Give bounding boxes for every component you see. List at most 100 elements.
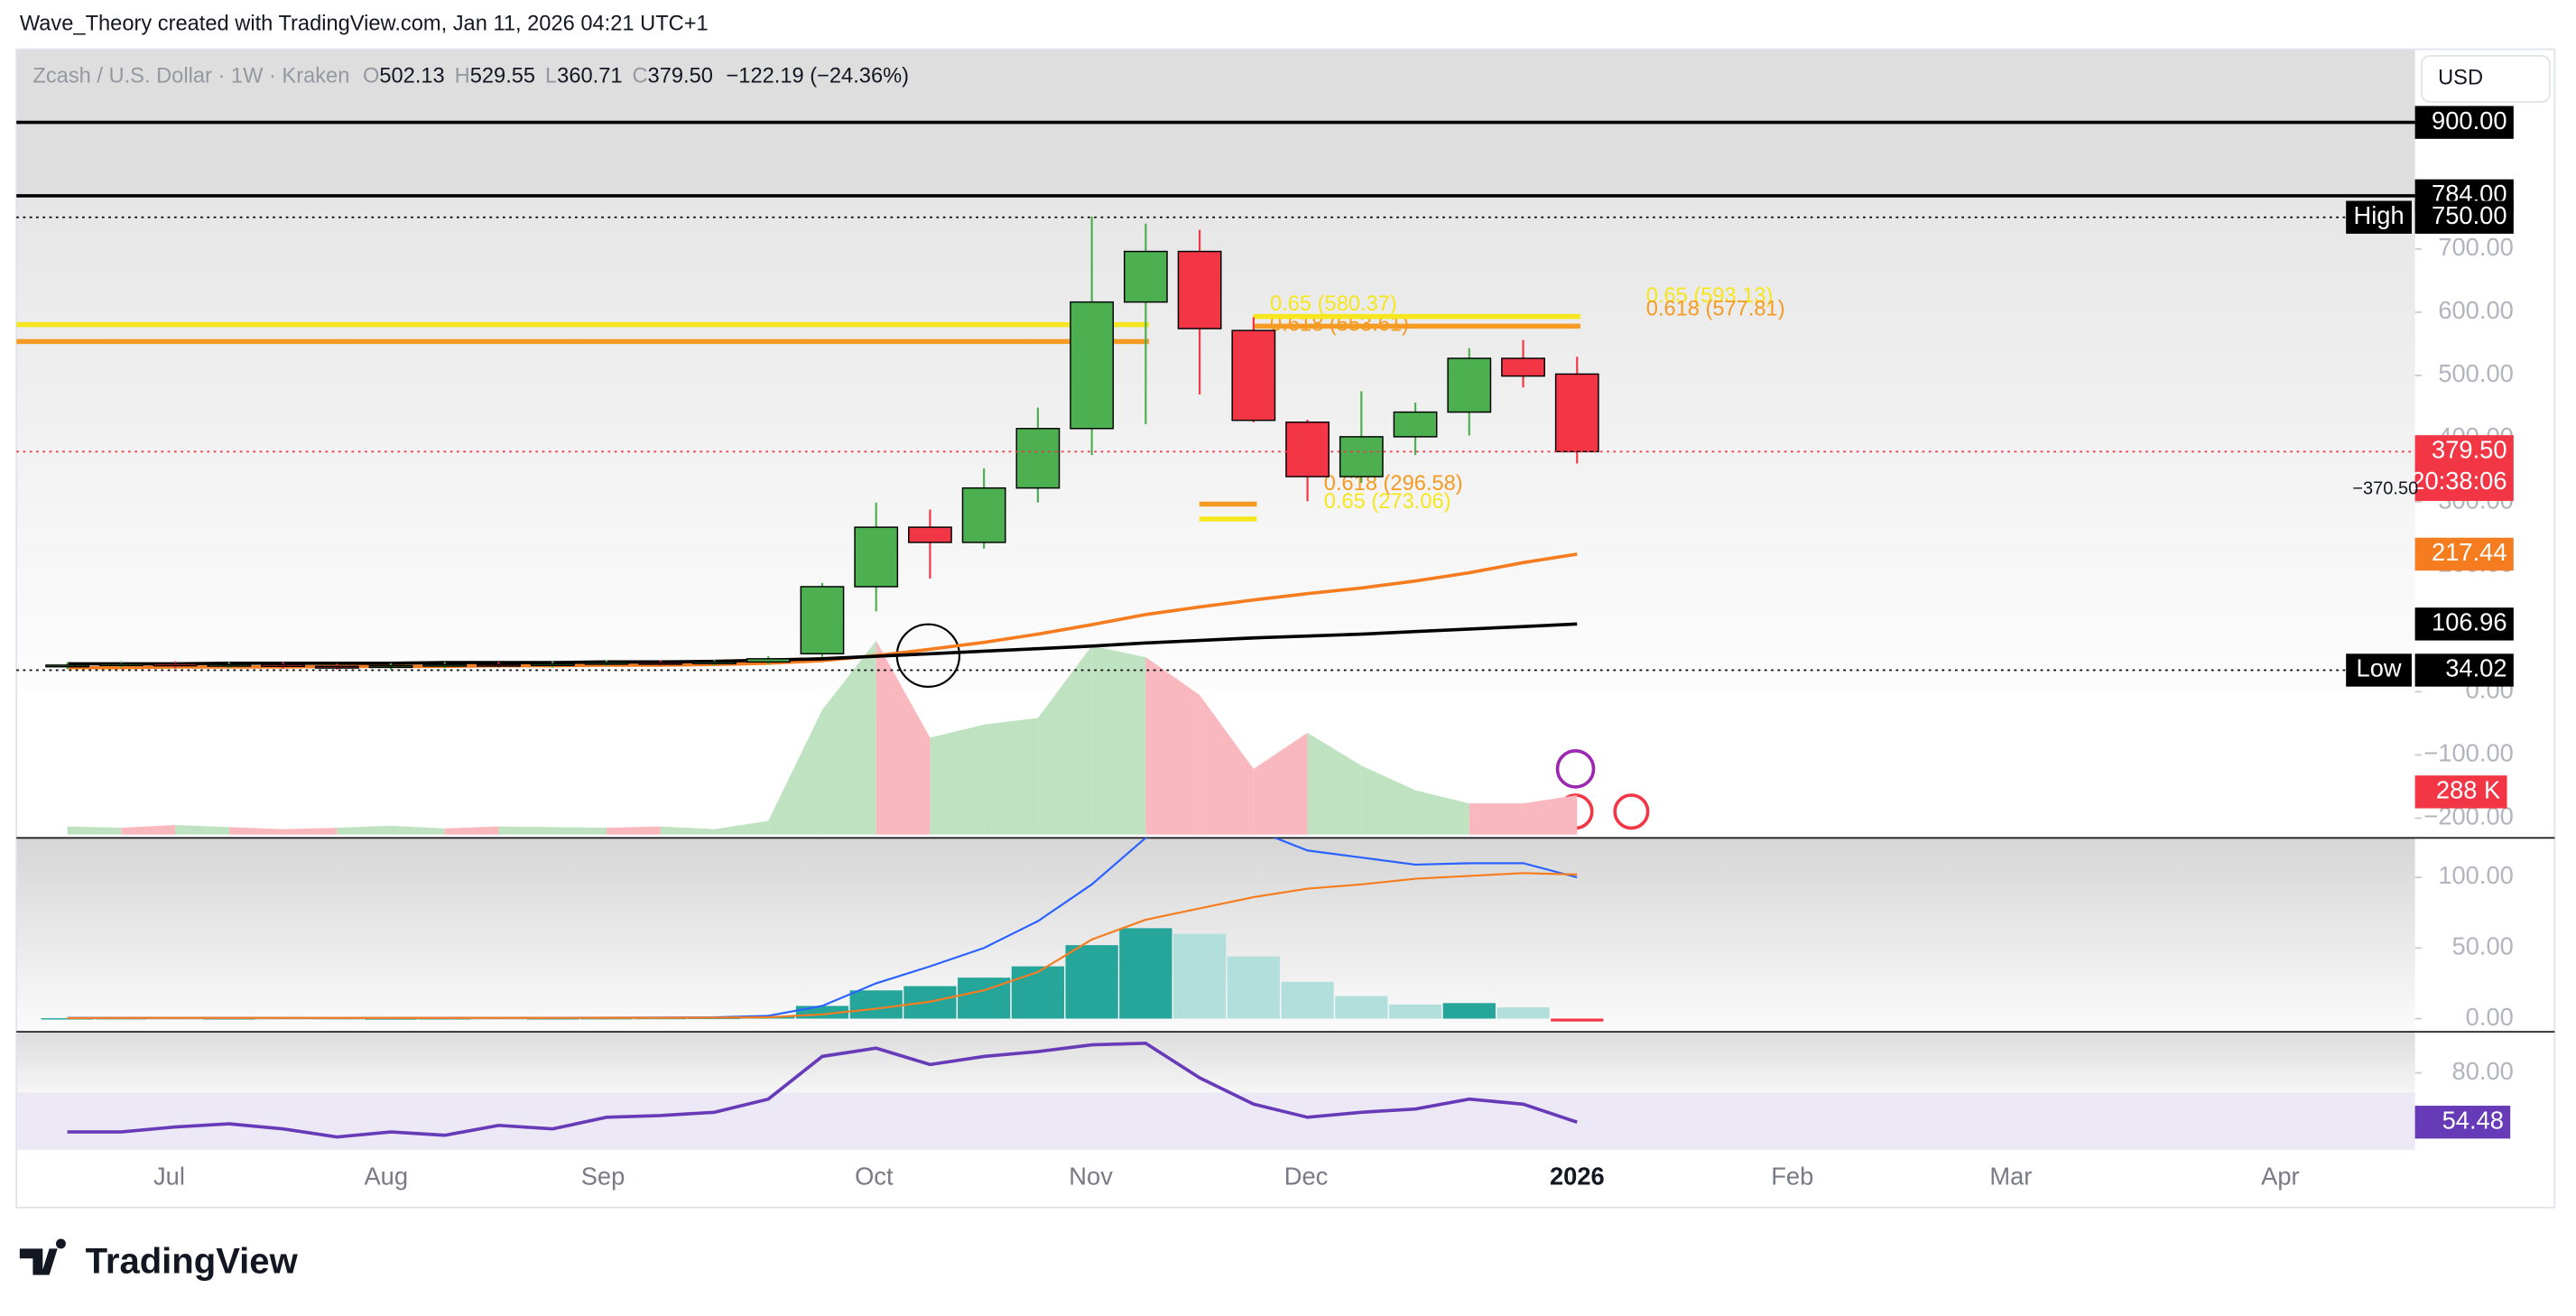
legend-value: 360.71 <box>557 65 622 88</box>
macd-pane <box>41 838 1604 1022</box>
candle-body <box>800 586 845 654</box>
candle-body <box>153 663 198 667</box>
macd-line <box>67 872 1578 1020</box>
volume-area <box>1037 645 1092 835</box>
price-box <box>2414 537 2514 571</box>
macd-bar <box>1172 933 1227 1019</box>
icon <box>1613 793 1650 830</box>
macd-bar <box>364 1018 418 1020</box>
price-box-label: 750.00 <box>2432 201 2507 229</box>
macd-bar <box>1335 996 1388 1019</box>
price-box-label: 900.00 <box>2432 107 2507 134</box>
candle-body <box>584 662 629 665</box>
candle-body <box>1554 373 1599 453</box>
candle-body <box>1015 428 1061 489</box>
volume-area <box>552 827 607 835</box>
brand-logo: TradingView <box>19 1238 299 1281</box>
legend-key: H <box>455 65 470 88</box>
volume-area <box>1307 732 1362 835</box>
candle-body <box>1447 357 1492 413</box>
macd-bar <box>849 990 903 1019</box>
volume-area <box>283 828 338 835</box>
macd-bar <box>41 1018 94 1020</box>
candle-body <box>261 663 305 668</box>
candle-body <box>1070 301 1115 430</box>
candle-body <box>314 665 359 669</box>
time-label: Sep <box>581 1162 625 1190</box>
currency-label[interactable]: USD <box>2438 67 2483 90</box>
main-pane: 0.65 (580.37)0.618 (553.61)0.65 (593.13)… <box>16 217 1785 835</box>
macd-bar <box>1011 966 1065 1019</box>
legend-key: L <box>545 65 557 88</box>
pane-rsi-bg <box>16 1032 2415 1093</box>
candle-body <box>422 663 468 667</box>
candle-body <box>207 663 252 667</box>
rsi-label: 54.48 <box>2442 1106 2504 1134</box>
volume-area <box>1200 694 1254 835</box>
volume-area <box>1253 732 1308 835</box>
macd-bar <box>256 1018 310 1020</box>
volume-area <box>1469 803 1524 835</box>
macd-bar <box>1227 956 1280 1019</box>
volume-area <box>444 826 499 835</box>
legend-key: O <box>363 65 379 88</box>
volume-area <box>391 825 445 835</box>
candle-body <box>368 664 413 669</box>
ma-box-label: 106.96 <box>2432 608 2507 636</box>
level-tag-box <box>2346 200 2412 234</box>
volume-area <box>984 718 1038 835</box>
time-label: 2026 <box>1550 1162 1605 1190</box>
volume-area <box>607 826 661 835</box>
macd-bar <box>1388 1004 1442 1019</box>
candle-body <box>638 662 683 665</box>
time-label: Aug <box>364 1162 408 1190</box>
candle-body <box>1285 422 1330 477</box>
volume-area <box>768 709 822 835</box>
candle-body <box>961 487 1006 543</box>
volume-area <box>1091 645 1146 835</box>
fib-label: 0.65 (593.13) <box>1646 284 1774 308</box>
volume-area <box>175 825 229 835</box>
macd-bar <box>1496 1007 1550 1019</box>
price-box <box>2414 607 2514 641</box>
credit: Wave_Theory created with TradingView.com… <box>20 13 709 36</box>
level-tag: Low <box>2357 654 2402 682</box>
fib-label: 0.65 (273.06) <box>1324 490 1451 514</box>
time-label: Apr <box>2261 1162 2299 1190</box>
candle-body <box>1339 436 1384 477</box>
fib-label: 0.618 (577.81) <box>1646 297 1785 320</box>
volume-area <box>821 640 876 835</box>
price-box <box>2414 200 2514 234</box>
macd-tick-label: 50.00 <box>2452 931 2514 959</box>
price-tick-label: 500.00 <box>2438 359 2513 387</box>
price-box-label: 379.50 <box>2432 436 2507 464</box>
volume-area <box>714 820 769 835</box>
macd-bar <box>148 1018 202 1020</box>
currency-button[interactable] <box>2420 54 2551 103</box>
level-tag-box <box>2346 653 2412 687</box>
volume-label: 288 K <box>2436 776 2500 804</box>
brand-name: TradingView <box>86 1241 299 1281</box>
candle-body <box>746 658 791 663</box>
time-label: Mar <box>1989 1162 2032 1190</box>
legend-value: 379.50 <box>648 65 713 88</box>
moving-average <box>67 622 1578 666</box>
volume-area <box>228 827 283 835</box>
macd-bar <box>1442 1003 1496 1019</box>
candle-body <box>530 663 575 667</box>
price-timer: 20:38:06 <box>2411 467 2507 495</box>
macd-bar <box>1281 981 1334 1019</box>
annotation: −370.50 <box>2352 479 2418 499</box>
candle-body <box>1501 357 1545 377</box>
candle-body <box>98 663 144 667</box>
volume-area <box>1415 790 1469 835</box>
ma-box-label: 217.44 <box>2432 538 2507 566</box>
legend-value: 529.55 <box>470 65 535 88</box>
volume-area <box>930 724 985 835</box>
candle-body <box>477 663 521 667</box>
volume-area <box>1523 794 1578 835</box>
candle-body <box>1393 411 1438 438</box>
macd-bar <box>1551 1018 1604 1022</box>
price-box <box>2414 435 2514 501</box>
time-label: Oct <box>855 1162 894 1190</box>
